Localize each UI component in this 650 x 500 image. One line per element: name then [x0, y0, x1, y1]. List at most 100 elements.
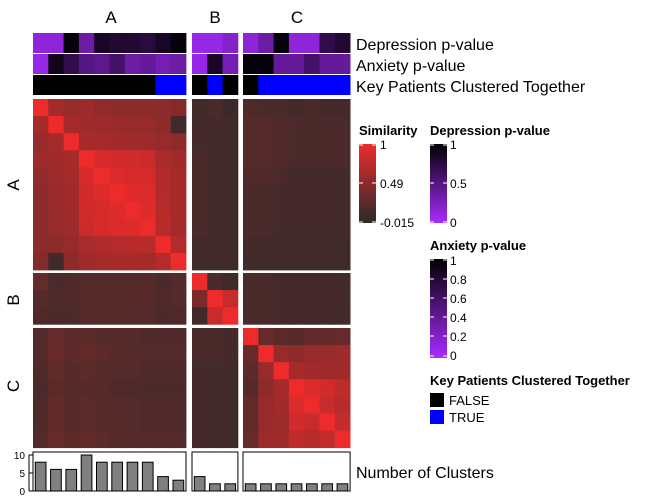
heatmap-cell — [155, 184, 172, 202]
heatmap-cell — [273, 133, 290, 151]
heatmap-cell — [222, 133, 239, 151]
heatmap-cell — [109, 218, 126, 237]
cluster-col-title-c: C — [291, 8, 303, 27]
heatmap-cell — [304, 150, 320, 168]
bar — [157, 476, 169, 492]
annotation-cell — [63, 54, 80, 74]
heatmap-cell — [288, 116, 305, 134]
legend-anxiety-label-1: 1 — [450, 254, 457, 268]
heatmap-cell — [304, 218, 320, 237]
annotation-cell — [192, 33, 208, 53]
heatmap-cell — [334, 150, 351, 168]
heatmap-cell — [258, 273, 274, 291]
legend-anxiety-title: Anxiety p-value — [430, 238, 526, 253]
heatmap-cell — [192, 273, 208, 291]
annotation-cell — [109, 33, 126, 53]
heatmap-cell — [192, 116, 208, 134]
annotation-label-anxiety: Anxiety p-value — [356, 58, 465, 75]
heatmap-cell — [109, 413, 126, 431]
annotation-cell — [109, 54, 126, 74]
legend-anxiety-label-0: 0 — [450, 349, 457, 363]
heatmap-cell — [207, 184, 223, 202]
heatmap-cell — [288, 273, 305, 291]
heatmap-cell — [192, 167, 208, 185]
heatmap-cell — [155, 379, 172, 397]
heatmap-cell — [170, 273, 187, 291]
annotation-cell — [94, 33, 110, 53]
heatmap-cell — [124, 328, 141, 346]
heatmap-cell — [304, 201, 320, 220]
heatmap-cell — [319, 150, 336, 168]
heatmap-cell — [243, 290, 259, 308]
heatmap-cell — [334, 116, 351, 134]
heatmap-cell — [288, 379, 305, 397]
bar — [321, 483, 334, 492]
heatmap-cell — [155, 345, 172, 363]
heatmap-cell — [273, 328, 290, 346]
heatmap-cell — [207, 290, 223, 308]
bar-y-axis: 10 5 0 — [14, 451, 33, 498]
heatmap-cell — [304, 252, 320, 271]
annotation-cell — [192, 75, 208, 95]
bar — [141, 461, 154, 492]
legend-depression-label-max: 1 — [450, 138, 457, 152]
heatmap-cell — [288, 252, 305, 271]
heatmap-cell — [258, 184, 274, 202]
heatmap-cell — [222, 116, 239, 134]
heatmap-cell — [243, 133, 259, 151]
heatmap-cell — [94, 99, 110, 117]
heatmap-cell — [155, 273, 172, 291]
annotation-cell — [155, 54, 172, 74]
heatmap-cell — [124, 273, 141, 291]
heatmap-cell — [63, 362, 80, 380]
heatmap-cell — [109, 201, 126, 220]
heatmap-cell — [273, 379, 290, 397]
heatmap-cell — [304, 235, 320, 254]
heatmap-cell — [192, 201, 208, 220]
heatmap-cell — [124, 307, 141, 325]
heatmap-cell — [334, 273, 351, 291]
heatmap-cell — [78, 413, 95, 431]
heatmap-cell — [288, 362, 305, 380]
heatmap-cell — [124, 201, 141, 220]
heatmap-cell — [155, 396, 172, 414]
legend-anxiety-label-0-8: 0.8 — [450, 273, 467, 287]
heatmap-cell — [192, 413, 208, 431]
bar — [224, 483, 237, 492]
heatmap-cell — [78, 218, 95, 237]
heatmap-cell — [273, 201, 290, 220]
heatmap-cell — [124, 150, 141, 168]
heatmap-cell — [258, 430, 274, 449]
annotation-cell — [48, 54, 64, 74]
heatmap-cell — [207, 116, 223, 134]
heatmap-cell — [288, 307, 305, 325]
heatmap-cell — [243, 328, 259, 346]
heatmap-cell — [94, 307, 110, 325]
heatmap-cell — [94, 167, 110, 185]
heatmap-cell — [155, 150, 172, 168]
heatmap-cell — [288, 167, 305, 185]
heatmap-cell — [304, 133, 320, 151]
heatmap-cell — [170, 218, 187, 237]
annotation-cell — [78, 54, 95, 74]
heatmap-cell — [243, 396, 259, 414]
annotation-cell — [319, 33, 336, 53]
heatmap-cell — [288, 430, 305, 449]
heatmap-cell — [63, 167, 80, 185]
heatmap-cell — [273, 252, 290, 271]
heatmap-cell — [78, 116, 95, 134]
heatmap-cell — [48, 116, 64, 134]
bar — [126, 461, 139, 492]
heatmap-cell — [222, 413, 239, 431]
heatmap-cell — [155, 413, 172, 431]
heatmap-cell — [94, 413, 110, 431]
annotation-cell — [304, 75, 320, 95]
heatmap-cell — [222, 430, 239, 449]
heatmap-cell — [78, 328, 95, 346]
bar — [80, 454, 93, 492]
heatmap-cell — [48, 430, 64, 449]
heatmap-cell — [207, 218, 223, 237]
heatmap-cell — [33, 345, 49, 363]
heatmap-cell — [192, 290, 208, 308]
heatmap-cell — [140, 362, 156, 380]
